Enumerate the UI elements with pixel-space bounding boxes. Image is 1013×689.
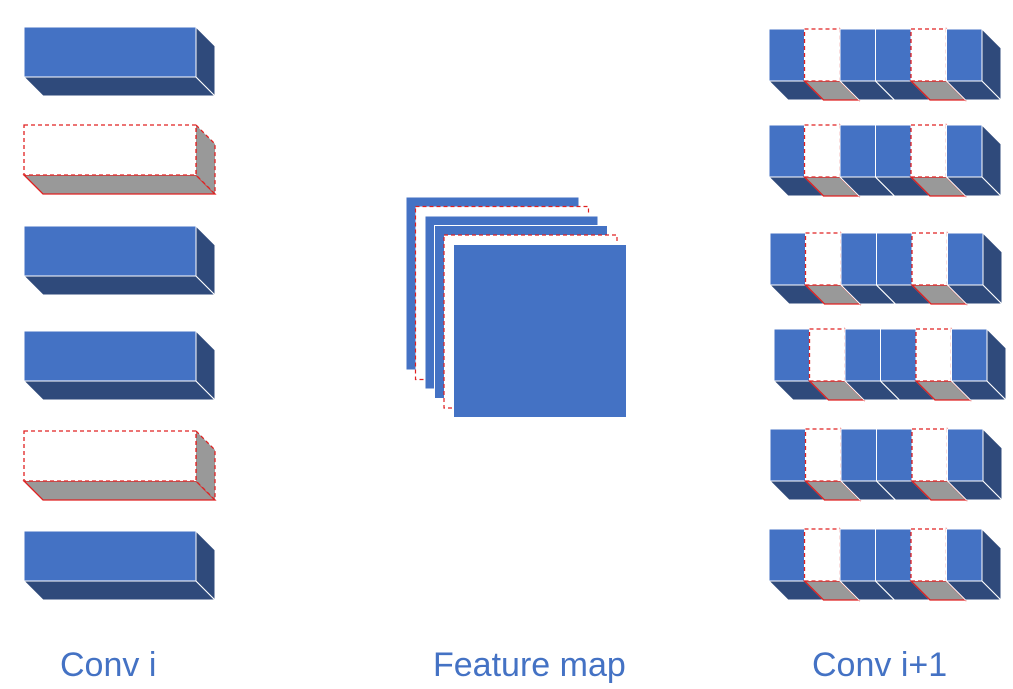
conv-i-plus-1-filters <box>767 27 1008 602</box>
feature-map-label: Feature map <box>433 646 626 684</box>
kernel-slice-6-6 <box>945 527 1003 602</box>
conv-i-filters <box>22 25 217 602</box>
conv-i-plus-1-filter-1 <box>767 27 1003 102</box>
conv-i-filter-1 <box>22 25 217 98</box>
conv-i-plus-1-filter-5 <box>768 427 1004 502</box>
kernel-slice-5-6 <box>946 427 1004 502</box>
conv-i-filter-5 <box>22 429 217 502</box>
feature-map-channel-6 <box>453 244 627 418</box>
conv-i-plus-1-filter-4 <box>772 327 1008 402</box>
conv-i-plus-1-filter-3 <box>768 231 1004 306</box>
kernel-slice-4-6 <box>950 327 1008 402</box>
conv-i-filter-6 <box>22 529 217 602</box>
conv-i-plus-1-filter-6 <box>767 527 1003 602</box>
conv-i-filter-3 <box>22 224 217 297</box>
kernel-slice-2-6 <box>945 123 1003 198</box>
conv-i-plus-1-filter-2 <box>767 123 1003 198</box>
conv-i-filter-2 <box>22 123 217 196</box>
conv-i-label: Conv i <box>60 646 157 684</box>
feature-map-stack <box>405 196 627 418</box>
conv-i-filter-4 <box>22 329 217 402</box>
kernel-slice-1-6 <box>945 27 1003 102</box>
conv-i-plus-1-label: Conv i+1 <box>812 646 948 684</box>
kernel-slice-3-6 <box>946 231 1004 306</box>
